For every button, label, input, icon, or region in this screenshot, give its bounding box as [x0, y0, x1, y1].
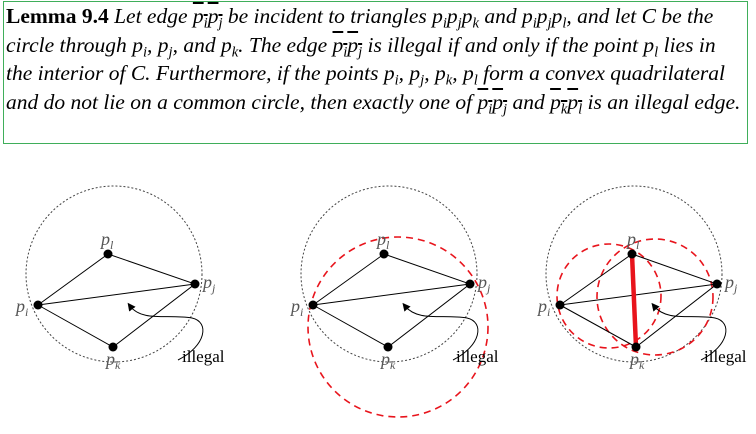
- point-pk: [108, 342, 118, 352]
- point-pl: [103, 249, 113, 259]
- svg-text:pl: pl: [375, 229, 390, 252]
- point-pi: [308, 300, 318, 310]
- illegal-label: illegal: [182, 347, 225, 366]
- svg-text:pi: pi: [536, 296, 550, 319]
- svg-text:pl: pl: [625, 229, 640, 252]
- point-pk: [631, 342, 641, 352]
- point-pj: [712, 279, 722, 289]
- quad-edges: [37, 253, 197, 348]
- svg-text:pl: pl: [99, 229, 114, 252]
- point-pj: [190, 279, 200, 289]
- circle-red-dashed: [596, 238, 714, 356]
- diagonal-pipj: [559, 283, 718, 306]
- illegal-pointer: [402, 302, 479, 361]
- illegal-pointer: [651, 302, 727, 361]
- circle-red-dashed: [556, 243, 662, 349]
- edge-pipj: pipj: [192, 4, 223, 32]
- lemma-number: Lemma 9.4: [6, 4, 109, 28]
- panel-2: pl pi pj pk illegal: [289, 185, 499, 418]
- illegal-label: illegal: [704, 347, 747, 366]
- svg-text:pj: pj: [201, 272, 216, 295]
- point-pi: [33, 300, 43, 310]
- point-pi: [555, 300, 565, 310]
- svg-text:pk: pk: [379, 349, 396, 372]
- illegal-label: illegal: [456, 347, 499, 366]
- quad-edges: [559, 253, 719, 348]
- lemma-text: Lemma 9.4 Let edge pipj be incident to t…: [6, 4, 741, 118]
- quad-edges: [312, 253, 472, 348]
- new-edge-pkpl: [629, 253, 639, 348]
- edge-pkpl: pkpl: [550, 89, 583, 118]
- diagonal-pipj: [312, 283, 471, 306]
- svg-text:pk: pk: [628, 349, 645, 372]
- point-pl: [379, 249, 389, 259]
- panel-1: pl pi pj pk illegal: [14, 185, 225, 372]
- point-pj: [465, 279, 475, 289]
- illegal-pointer: [127, 302, 204, 361]
- point-pl: [627, 249, 637, 259]
- svg-text:pj: pj: [723, 272, 738, 295]
- circumcircle-dotted: [545, 185, 723, 363]
- svg-text:pi: pi: [14, 296, 28, 319]
- point-pk: [383, 342, 393, 352]
- svg-text:pi: pi: [289, 296, 303, 319]
- lemma-box: [3, 1, 748, 144]
- panel-3: pl pi pj pk illegal: [536, 185, 747, 372]
- circumcircle-dotted: [25, 185, 203, 363]
- circumcircle-dotted: [300, 185, 478, 363]
- svg-text:pj: pj: [476, 272, 491, 295]
- diagonal-pipj: [37, 283, 196, 306]
- svg-text:pk: pk: [104, 349, 121, 372]
- circle-red-dashed: [307, 236, 489, 418]
